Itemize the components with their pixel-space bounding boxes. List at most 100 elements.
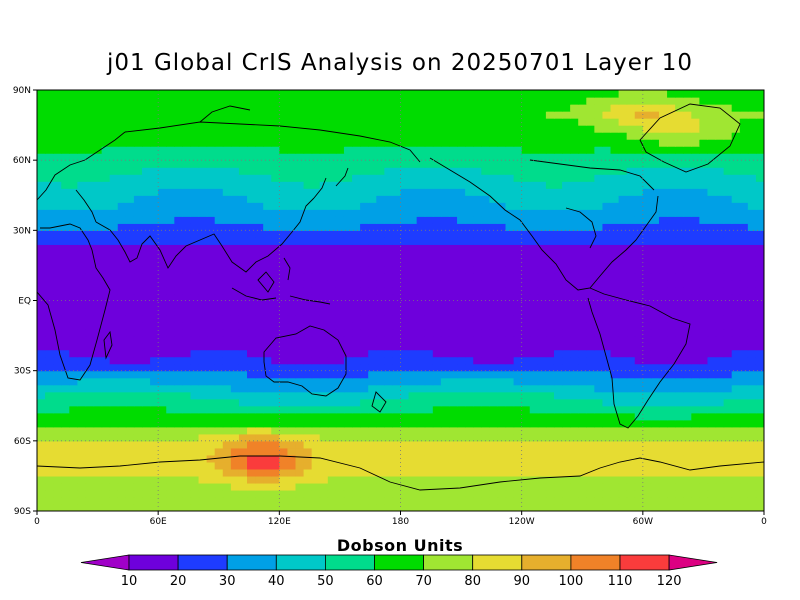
field-cell bbox=[255, 307, 264, 316]
field-cell bbox=[174, 391, 183, 400]
field-cell bbox=[642, 335, 652, 344]
field-cell bbox=[594, 286, 604, 295]
field-cell bbox=[319, 461, 329, 470]
field-cell bbox=[553, 342, 563, 351]
field-cell bbox=[658, 167, 668, 175]
field-cell bbox=[634, 475, 644, 484]
field-cell bbox=[570, 482, 579, 491]
field-cell bbox=[610, 132, 620, 140]
field-cell bbox=[279, 349, 289, 358]
field-cell bbox=[352, 216, 361, 224]
field-cell bbox=[69, 321, 78, 330]
field-cell bbox=[465, 447, 474, 456]
field-cell bbox=[303, 146, 313, 154]
field-cell bbox=[101, 349, 111, 358]
field-cell bbox=[457, 314, 466, 323]
field-cell bbox=[699, 440, 709, 449]
field-cell bbox=[642, 391, 652, 400]
field-cell bbox=[416, 342, 426, 351]
field-cell bbox=[230, 314, 240, 323]
field-cell bbox=[723, 223, 733, 231]
field-cell bbox=[327, 118, 337, 126]
field-cell bbox=[723, 216, 733, 224]
field-cell bbox=[61, 314, 70, 323]
field-cell bbox=[263, 160, 272, 168]
field-cell bbox=[125, 209, 135, 217]
field-cell bbox=[667, 412, 676, 421]
field-cell bbox=[553, 482, 563, 491]
field-cell bbox=[117, 433, 127, 442]
field-cell bbox=[61, 363, 70, 372]
field-cell bbox=[53, 286, 62, 295]
field-cell bbox=[238, 335, 248, 344]
field-cell bbox=[537, 188, 547, 196]
field-cell bbox=[368, 167, 377, 175]
field-cell bbox=[489, 153, 499, 161]
field-cell bbox=[376, 363, 385, 372]
field-cell bbox=[497, 468, 507, 477]
field-cell bbox=[755, 475, 764, 484]
field-cell bbox=[521, 342, 531, 351]
field-cell bbox=[675, 426, 684, 435]
field-cell bbox=[311, 440, 321, 449]
field-cell bbox=[222, 132, 232, 140]
field-cell bbox=[384, 419, 394, 428]
field-cell bbox=[319, 230, 329, 238]
field-cell bbox=[222, 230, 232, 238]
field-cell bbox=[658, 489, 668, 498]
field-cell bbox=[691, 195, 700, 203]
field-cell bbox=[432, 181, 442, 189]
field-cell bbox=[400, 419, 410, 428]
field-cell bbox=[602, 237, 612, 245]
field-cell bbox=[37, 167, 46, 175]
field-cell bbox=[311, 363, 321, 372]
field-cell bbox=[77, 237, 87, 245]
field-cell bbox=[699, 503, 709, 511]
field-cell bbox=[150, 188, 159, 196]
field-cell bbox=[537, 223, 547, 231]
field-cell bbox=[230, 503, 240, 511]
field-cell bbox=[255, 419, 264, 428]
field-cell bbox=[650, 272, 660, 281]
field-cell bbox=[109, 349, 119, 358]
field-cell bbox=[384, 230, 394, 238]
field-cell bbox=[360, 188, 369, 196]
field-cell bbox=[562, 321, 571, 330]
field-cell bbox=[77, 433, 87, 442]
field-cell bbox=[384, 174, 394, 182]
field-cell bbox=[634, 328, 644, 337]
field-cell bbox=[158, 447, 167, 456]
field-cell bbox=[150, 426, 159, 435]
field-cell bbox=[755, 405, 764, 414]
field-cell bbox=[448, 475, 458, 484]
field-cell bbox=[368, 202, 377, 210]
field-cell bbox=[85, 195, 95, 203]
field-cell bbox=[117, 426, 127, 435]
field-cell bbox=[594, 335, 604, 344]
field-cell bbox=[263, 265, 272, 274]
field-cell bbox=[182, 160, 192, 168]
field-cell bbox=[150, 139, 159, 147]
field-cell bbox=[303, 209, 313, 217]
field-cell bbox=[545, 475, 555, 484]
field-cell bbox=[739, 363, 749, 372]
field-cell bbox=[731, 181, 741, 189]
field-cell bbox=[174, 202, 183, 210]
field-cell bbox=[481, 335, 490, 344]
field-cell bbox=[448, 293, 458, 302]
field-cell bbox=[691, 335, 700, 344]
field-cell bbox=[457, 139, 466, 147]
field-cell bbox=[319, 398, 329, 407]
field-cell bbox=[683, 426, 692, 435]
field-cell bbox=[311, 146, 321, 154]
field-cell bbox=[125, 370, 135, 379]
field-cell bbox=[667, 342, 676, 351]
field-cell bbox=[683, 433, 692, 442]
field-cell bbox=[626, 377, 636, 386]
field-cell bbox=[465, 384, 474, 393]
field-cell bbox=[667, 321, 676, 330]
field-cell bbox=[618, 496, 628, 505]
field-cell bbox=[400, 384, 410, 393]
field-cell bbox=[335, 223, 345, 231]
field-cell bbox=[158, 363, 167, 372]
